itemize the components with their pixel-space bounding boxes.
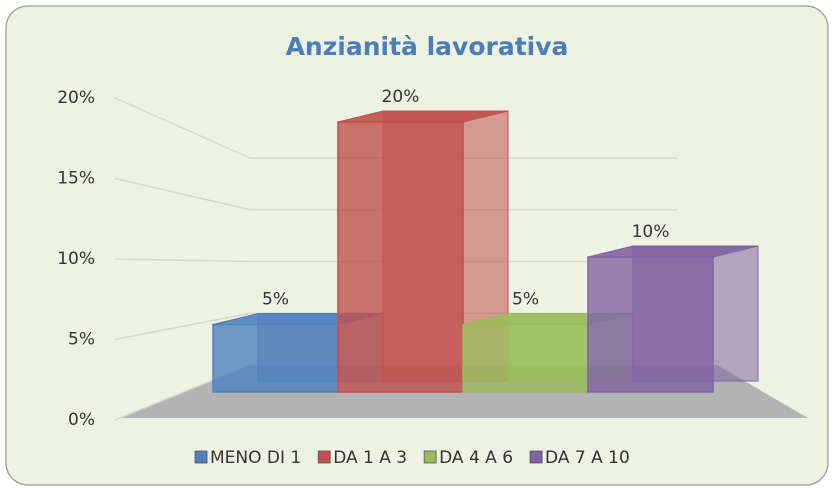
grid-line xyxy=(114,258,677,263)
legend-swatch xyxy=(317,450,331,464)
bar xyxy=(212,323,339,393)
y-tick-label: 20% xyxy=(57,88,95,108)
value-label: 10% xyxy=(632,222,670,242)
bar xyxy=(462,323,589,393)
chart-title: Anzianità lavorativa xyxy=(286,32,569,61)
bar xyxy=(587,256,714,393)
grid-line xyxy=(114,177,677,211)
legend-label: DA 7 A 10 xyxy=(545,448,630,468)
value-label: 5% xyxy=(512,290,539,310)
legend-swatch xyxy=(529,450,543,464)
legend-label: DA 4 A 6 xyxy=(439,448,513,468)
legend-swatch xyxy=(423,450,437,464)
y-tick-label: 15% xyxy=(57,169,95,189)
grid-line xyxy=(114,97,677,159)
value-label: 5% xyxy=(262,290,289,310)
y-tick-label: 0% xyxy=(68,410,95,430)
value-label: 20% xyxy=(382,87,420,107)
legend-label: MENO DI 1 xyxy=(210,448,301,468)
legend-swatch xyxy=(194,450,208,464)
y-tick-label: 10% xyxy=(57,249,95,269)
y-tick-label: 5% xyxy=(68,330,95,350)
legend-label: DA 1 A 3 xyxy=(333,448,407,468)
bar xyxy=(337,121,464,393)
